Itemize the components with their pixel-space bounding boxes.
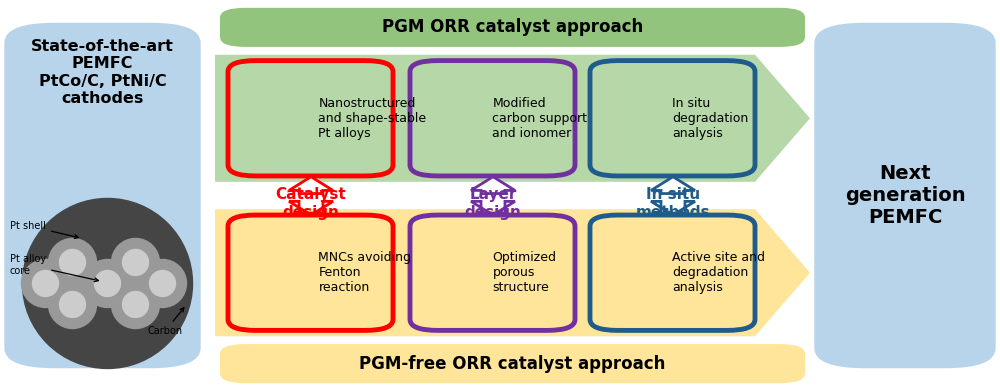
- Polygon shape: [215, 209, 810, 336]
- Text: Layer
design: Layer design: [465, 187, 521, 219]
- FancyBboxPatch shape: [220, 8, 805, 47]
- Text: PGM-free ORR catalyst approach: PGM-free ORR catalyst approach: [359, 355, 666, 373]
- FancyBboxPatch shape: [228, 61, 393, 176]
- FancyBboxPatch shape: [410, 61, 575, 176]
- Ellipse shape: [60, 292, 86, 317]
- Text: Next
generation
PEMFC: Next generation PEMFC: [845, 164, 965, 227]
- Text: Modified
carbon support
and ionomer: Modified carbon support and ionomer: [492, 97, 588, 140]
- FancyBboxPatch shape: [815, 23, 995, 368]
- Ellipse shape: [138, 260, 186, 307]
- FancyBboxPatch shape: [220, 344, 805, 383]
- Ellipse shape: [94, 271, 121, 296]
- FancyBboxPatch shape: [590, 215, 755, 330]
- Polygon shape: [471, 177, 515, 194]
- Polygon shape: [651, 201, 695, 215]
- Ellipse shape: [150, 271, 176, 296]
- Polygon shape: [289, 177, 333, 194]
- FancyBboxPatch shape: [5, 23, 200, 368]
- Text: State-of-the-art
PEMFC
PtCo/C, PtNi/C
cathodes: State-of-the-art PEMFC PtCo/C, PtNi/C ca…: [31, 39, 174, 106]
- Ellipse shape: [23, 199, 192, 368]
- Ellipse shape: [60, 249, 86, 275]
- Text: Active site and
degradation
analysis: Active site and degradation analysis: [672, 251, 766, 294]
- Ellipse shape: [22, 260, 70, 307]
- Text: Pt alloy
core: Pt alloy core: [10, 254, 98, 282]
- Ellipse shape: [122, 249, 148, 275]
- Text: In situ
degradation
analysis: In situ degradation analysis: [672, 97, 749, 140]
- Polygon shape: [651, 177, 695, 194]
- Ellipse shape: [49, 239, 97, 287]
- Ellipse shape: [49, 280, 97, 328]
- Ellipse shape: [33, 271, 59, 296]
- FancyBboxPatch shape: [228, 215, 393, 330]
- FancyBboxPatch shape: [590, 61, 755, 176]
- Ellipse shape: [84, 260, 132, 307]
- Polygon shape: [471, 201, 515, 215]
- Text: Pt shell: Pt shell: [10, 221, 78, 239]
- Text: Carbon: Carbon: [148, 308, 184, 336]
- Polygon shape: [289, 201, 333, 215]
- Text: Catalyst
design: Catalyst design: [276, 187, 346, 219]
- FancyBboxPatch shape: [410, 215, 575, 330]
- Text: Optimized
porous
structure: Optimized porous structure: [492, 251, 556, 294]
- Ellipse shape: [112, 280, 160, 328]
- Text: Nanostructured
and shape-stable
Pt alloys: Nanostructured and shape-stable Pt alloy…: [318, 97, 427, 140]
- Ellipse shape: [122, 292, 148, 317]
- Text: MNCs avoiding
Fenton
reaction: MNCs avoiding Fenton reaction: [318, 251, 412, 294]
- Text: In situ
methods: In situ methods: [636, 187, 710, 219]
- Polygon shape: [215, 55, 810, 182]
- Text: PGM ORR catalyst approach: PGM ORR catalyst approach: [382, 18, 643, 36]
- Ellipse shape: [112, 239, 160, 287]
